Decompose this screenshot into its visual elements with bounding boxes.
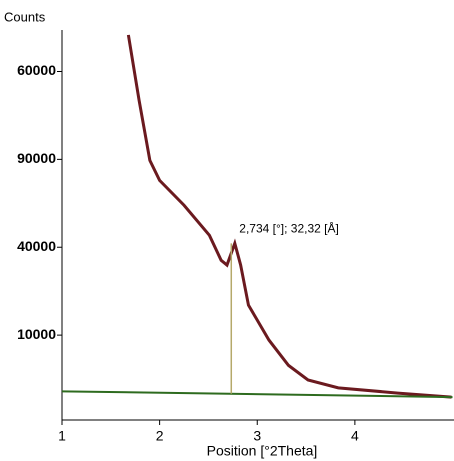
data-line xyxy=(62,390,453,399)
x-tick-label: 1 xyxy=(58,428,66,444)
x-tick-label: 2 xyxy=(156,428,164,444)
y-tick-label: 10000 xyxy=(17,326,56,342)
y-tick-label: 90000 xyxy=(17,150,56,166)
y-tick-label: 40000 xyxy=(17,238,56,254)
data-line xyxy=(126,34,452,399)
plot-area xyxy=(62,34,453,399)
x-tick-label: 4 xyxy=(351,428,359,444)
x-axis-label: Position [°2Theta] xyxy=(207,443,318,459)
peak-annotation: 2,734 [°]; 32,32 [Å] xyxy=(239,221,339,236)
y-tick-label: 60000 xyxy=(17,62,56,78)
y-axis-label: Counts xyxy=(4,9,46,24)
x-tick-label: 3 xyxy=(253,428,261,444)
